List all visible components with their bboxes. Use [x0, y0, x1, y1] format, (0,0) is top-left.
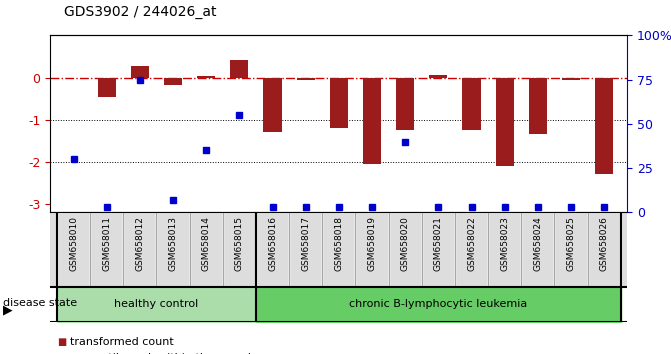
Text: GSM658013: GSM658013	[168, 216, 178, 271]
FancyBboxPatch shape	[488, 212, 521, 287]
Bar	[264, 78, 282, 132]
Text: GSM658015: GSM658015	[235, 216, 244, 271]
Text: ■: ■	[57, 353, 66, 354]
Text: GSM658026: GSM658026	[600, 216, 609, 271]
Text: GSM658010: GSM658010	[69, 216, 78, 271]
Text: GSM658017: GSM658017	[301, 216, 310, 271]
FancyBboxPatch shape	[455, 212, 488, 287]
FancyBboxPatch shape	[223, 212, 256, 287]
FancyBboxPatch shape	[422, 212, 455, 287]
Bar	[131, 66, 149, 78]
Text: GSM658019: GSM658019	[368, 216, 376, 271]
Text: transformed count: transformed count	[70, 337, 174, 347]
Bar	[329, 78, 348, 128]
FancyBboxPatch shape	[190, 212, 223, 287]
Text: GSM658011: GSM658011	[102, 216, 111, 271]
FancyBboxPatch shape	[356, 212, 389, 287]
Text: GDS3902 / 244026_at: GDS3902 / 244026_at	[64, 5, 216, 19]
FancyBboxPatch shape	[322, 212, 356, 287]
Text: disease state: disease state	[3, 298, 77, 308]
Bar	[297, 78, 315, 80]
Bar	[462, 78, 480, 130]
Text: GSM658025: GSM658025	[566, 216, 576, 271]
Text: ▶: ▶	[3, 303, 13, 316]
Text: percentile rank within the sample: percentile rank within the sample	[70, 353, 258, 354]
FancyBboxPatch shape	[90, 212, 123, 287]
Text: GSM658023: GSM658023	[500, 216, 509, 271]
Bar	[197, 76, 215, 78]
Text: GSM658014: GSM658014	[202, 216, 211, 271]
FancyBboxPatch shape	[123, 212, 156, 287]
Bar	[363, 78, 381, 164]
FancyBboxPatch shape	[57, 212, 90, 287]
FancyBboxPatch shape	[256, 212, 289, 287]
FancyBboxPatch shape	[389, 212, 422, 287]
Text: GSM658022: GSM658022	[467, 216, 476, 271]
Bar	[164, 78, 182, 85]
Text: chronic B-lymphocytic leukemia: chronic B-lymphocytic leukemia	[349, 299, 527, 309]
Text: ■: ■	[57, 337, 66, 347]
FancyBboxPatch shape	[289, 212, 322, 287]
Bar	[97, 78, 116, 97]
Text: GSM658016: GSM658016	[268, 216, 277, 271]
Text: healthy control: healthy control	[114, 299, 199, 309]
Text: GSM658024: GSM658024	[533, 216, 542, 271]
FancyBboxPatch shape	[554, 212, 588, 287]
Bar	[230, 60, 248, 78]
Bar	[529, 78, 547, 135]
Text: GSM658012: GSM658012	[136, 216, 144, 271]
Bar	[595, 78, 613, 175]
Bar	[562, 78, 580, 80]
Text: GSM658021: GSM658021	[434, 216, 443, 271]
Bar	[396, 78, 414, 130]
FancyBboxPatch shape	[521, 212, 554, 287]
Text: GSM658020: GSM658020	[401, 216, 410, 271]
FancyBboxPatch shape	[156, 212, 190, 287]
Bar	[496, 78, 514, 166]
FancyBboxPatch shape	[588, 212, 621, 287]
Bar	[429, 75, 448, 78]
Text: GSM658018: GSM658018	[334, 216, 344, 271]
